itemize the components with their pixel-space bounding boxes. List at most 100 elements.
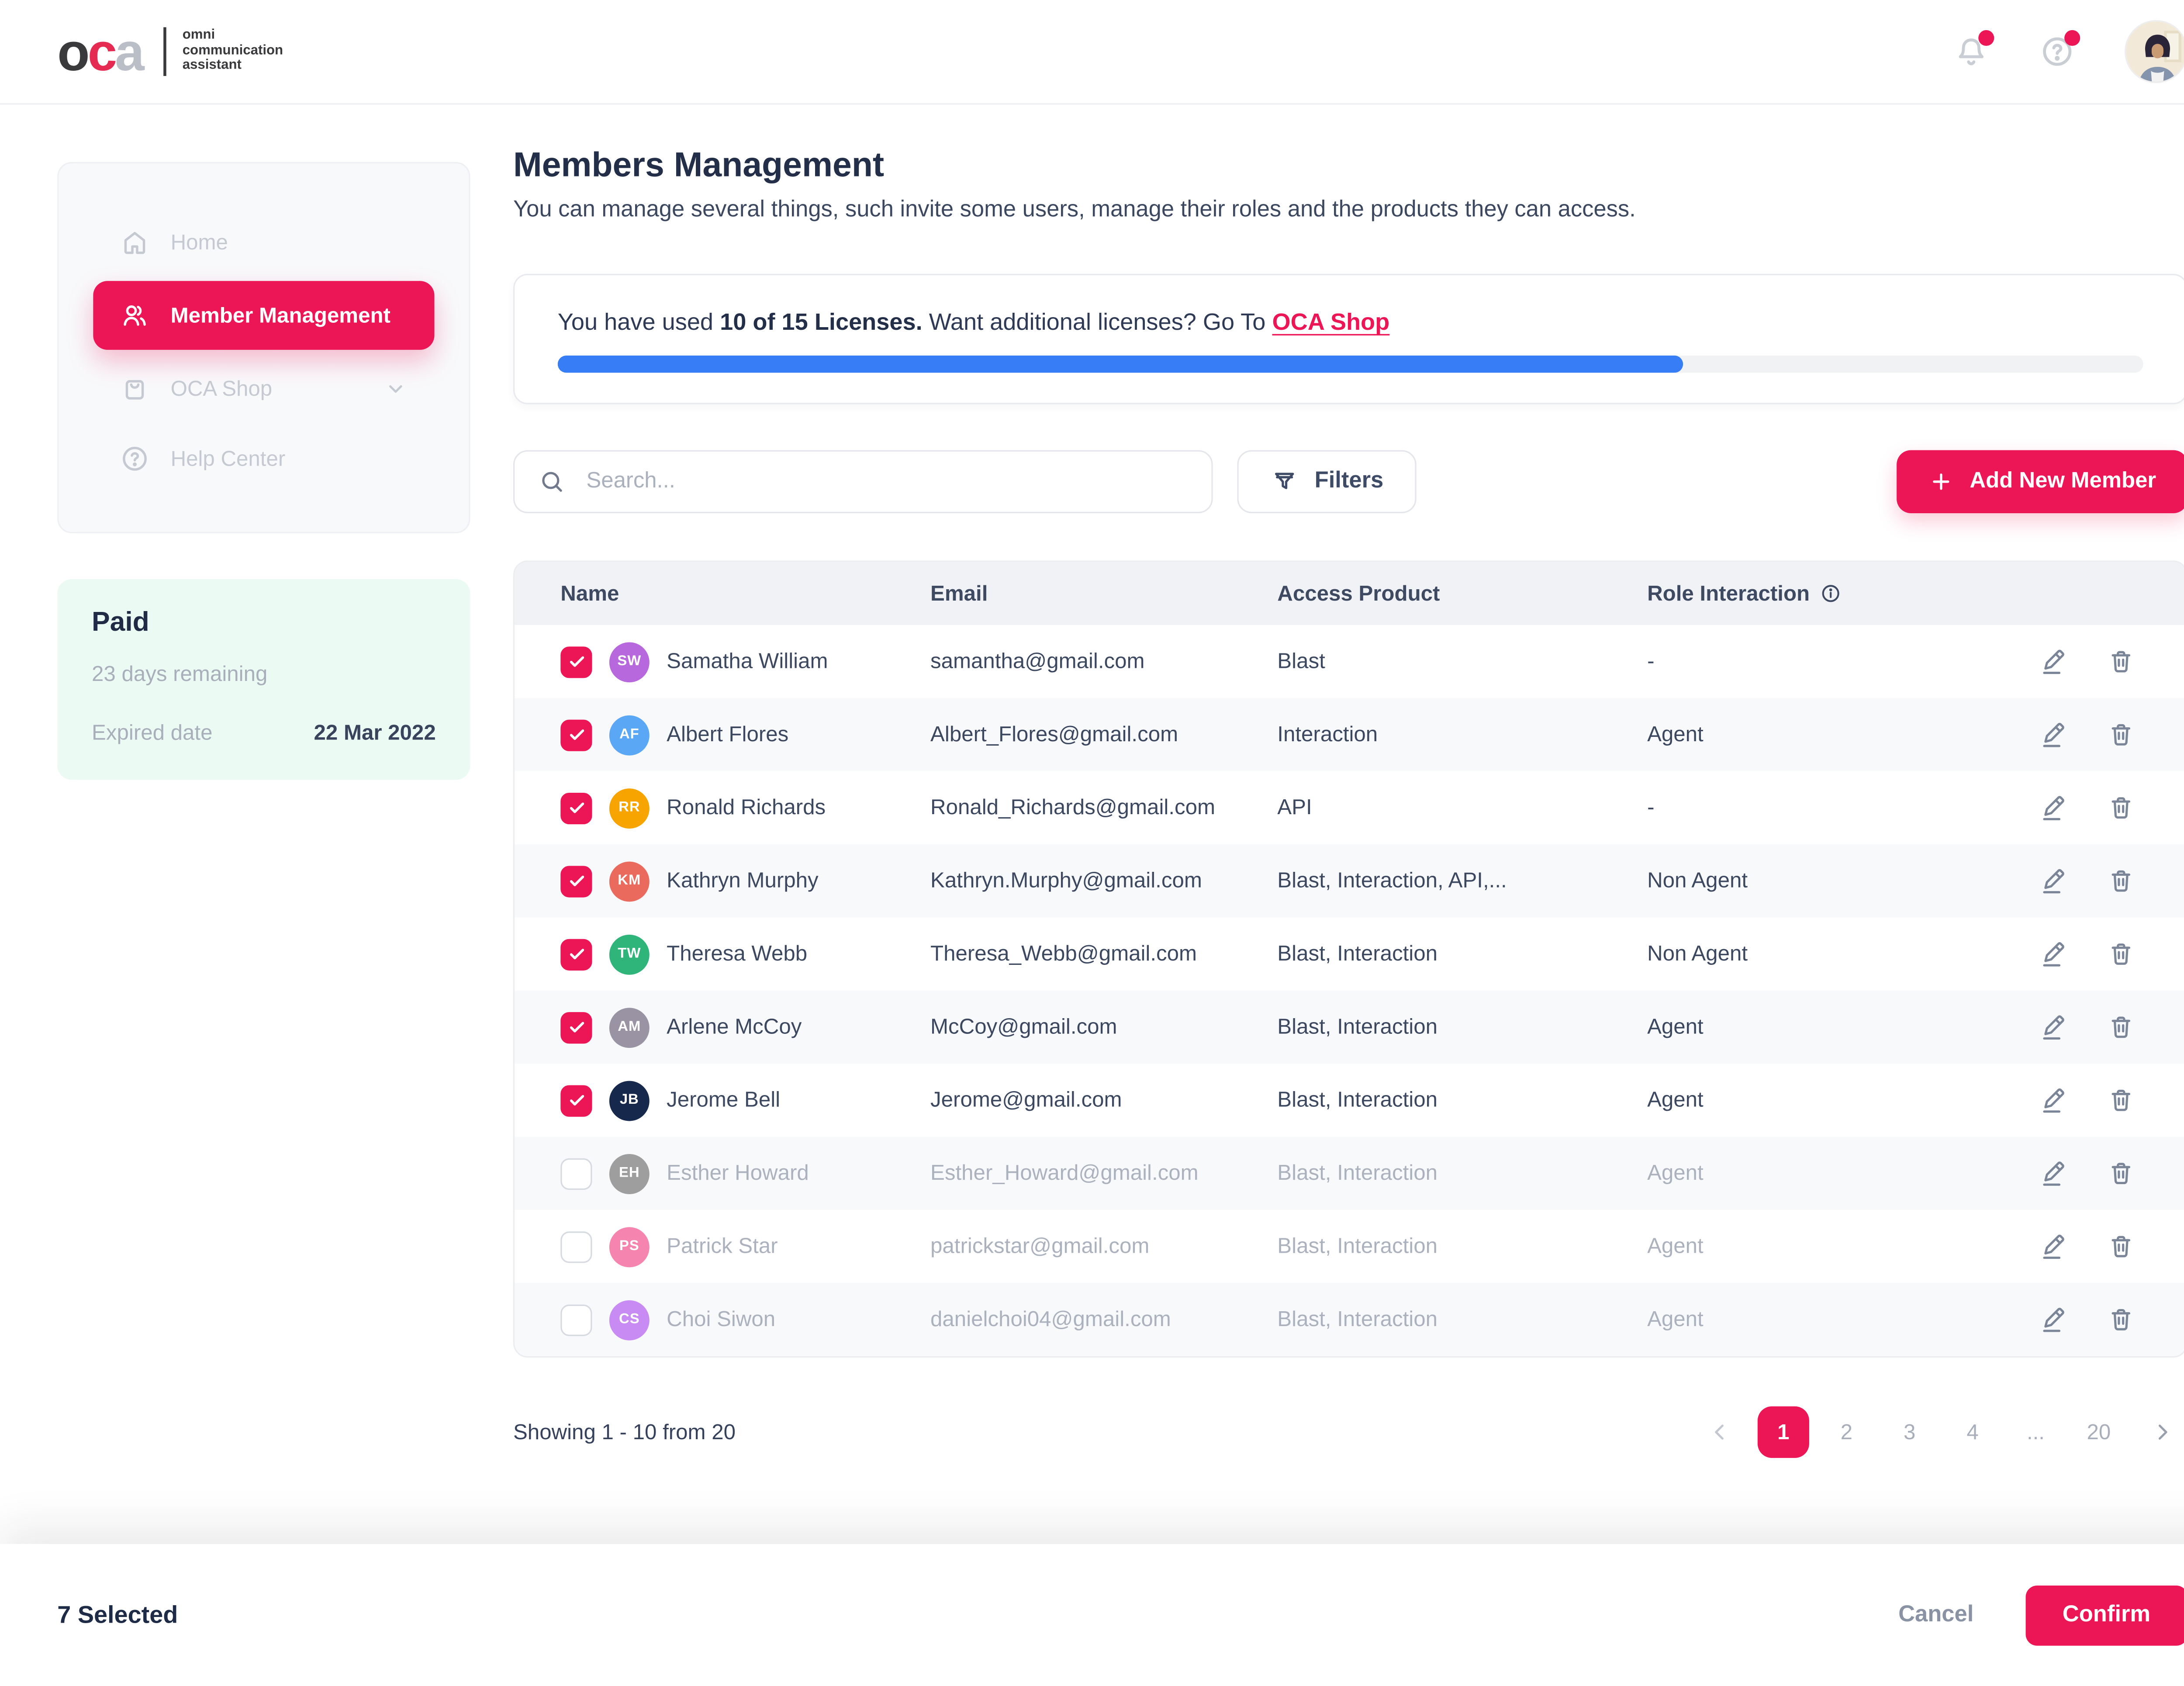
- row-checkbox[interactable]: [560, 1157, 592, 1189]
- row-checkbox[interactable]: [560, 1230, 592, 1262]
- row-checkbox[interactable]: [560, 646, 592, 677]
- page-button-4[interactable]: 4: [1947, 1406, 1998, 1458]
- notification-badge: [1978, 30, 1994, 46]
- sidebar-item-label: OCA Shop: [170, 376, 273, 401]
- table-row: EH Esther Howard Esther_Howard@gmail.com Bl…: [515, 1137, 2184, 1210]
- column-header-access-product: Access Product: [1277, 581, 1440, 606]
- sidebar-item-home[interactable]: Home: [93, 211, 434, 273]
- member-access-product: Blast: [1277, 649, 1325, 674]
- edit-button[interactable]: [2039, 1012, 2069, 1042]
- member-role-interaction: Agent: [1647, 1015, 1704, 1040]
- delete-button[interactable]: [2106, 720, 2136, 750]
- logo-letter-a: a: [115, 22, 145, 81]
- edit-button[interactable]: [2039, 646, 2069, 677]
- info-icon[interactable]: [1820, 582, 1843, 605]
- page-button-1[interactable]: 1: [1757, 1406, 1809, 1458]
- toolbar: Filters Add New Member: [513, 450, 2184, 513]
- sidebar-item-help-center[interactable]: Help Center: [93, 427, 434, 490]
- sidebar-nav: Home Member Management OCA Shop Help Cen…: [57, 162, 470, 533]
- next-page-button[interactable]: [2136, 1406, 2184, 1458]
- member-email: samantha@gmail.com: [930, 649, 1145, 674]
- filters-button[interactable]: Filters: [1237, 450, 1417, 513]
- member-role-interaction: -: [1647, 649, 1655, 674]
- member-role-interaction: Agent: [1647, 1088, 1704, 1112]
- selected-count: 7 Selected: [57, 1600, 178, 1628]
- edit-button[interactable]: [2039, 720, 2069, 750]
- member-name: Choi Siwon: [667, 1307, 776, 1332]
- license-progress-track: [557, 355, 2143, 373]
- delete-button[interactable]: [2106, 939, 2136, 969]
- logo-letter-o: o: [57, 22, 90, 81]
- plan-expired-label: Expired date: [92, 721, 213, 746]
- member-email: Theresa_Webb@gmail.com: [930, 942, 1197, 967]
- page-button-20[interactable]: 20: [2073, 1406, 2125, 1458]
- member-access-product: Blast, Interaction: [1277, 1161, 1438, 1186]
- delete-button[interactable]: [2106, 646, 2136, 677]
- row-checkbox[interactable]: [560, 1084, 592, 1116]
- cancel-button[interactable]: Cancel: [1873, 1588, 1999, 1642]
- sidebar-item-member-management[interactable]: Member Management: [93, 281, 435, 350]
- member-role-interaction: Non Agent: [1647, 868, 1748, 893]
- plan-status: Paid: [92, 608, 149, 638]
- row-checkbox[interactable]: [560, 1304, 592, 1336]
- member-email: Jerome@gmail.com: [930, 1088, 1122, 1112]
- column-header-name: Name: [560, 581, 619, 606]
- delete-button[interactable]: [2106, 1305, 2136, 1335]
- delete-button[interactable]: [2106, 866, 2136, 896]
- member-email: Albert_Flores@gmail.com: [930, 722, 1178, 747]
- delete-button[interactable]: [2106, 1158, 2136, 1188]
- row-checkbox[interactable]: [560, 1011, 592, 1043]
- edit-button[interactable]: [2039, 1158, 2069, 1188]
- member-access-product: Blast, Interaction: [1277, 942, 1438, 967]
- license-text: You have used 10 of 15 Licenses. Want ad…: [557, 309, 1390, 335]
- edit-button[interactable]: [2039, 1305, 2069, 1335]
- oca-shop-link[interactable]: OCA Shop: [1272, 309, 1390, 335]
- page-button-2[interactable]: 2: [1821, 1406, 1872, 1458]
- member-name: Jerome Bell: [667, 1088, 781, 1112]
- member-name: Samatha William: [667, 649, 828, 674]
- logo-letter-c: c: [87, 22, 117, 81]
- row-checkbox[interactable]: [560, 938, 592, 970]
- row-checkbox[interactable]: [560, 792, 592, 824]
- delete-button[interactable]: [2106, 1231, 2136, 1261]
- users-icon: [119, 300, 150, 331]
- edit-button[interactable]: [2039, 1231, 2069, 1261]
- search-input[interactable]: [583, 467, 1189, 496]
- table-body: SW Samatha William samantha@gmail.com Blast…: [515, 625, 2184, 1356]
- page-subtitle: You can manage several things, such invi…: [513, 197, 1636, 222]
- row-checkbox[interactable]: [560, 719, 592, 751]
- sidebar-item-label: Member Management: [170, 303, 390, 328]
- edit-button[interactable]: [2039, 866, 2069, 896]
- help-icon[interactable]: [2039, 30, 2080, 70]
- delete-button[interactable]: [2106, 1085, 2136, 1116]
- member-access-product: Blast, Interaction, API,...: [1277, 868, 1507, 893]
- notification-bell-icon[interactable]: [1952, 30, 1994, 70]
- page-button-3[interactable]: 3: [1884, 1406, 1935, 1458]
- confirm-button[interactable]: Confirm: [2025, 1585, 2184, 1645]
- sidebar-item-oca-shop[interactable]: OCA Shop: [93, 357, 434, 420]
- member-name: Theresa Webb: [667, 942, 808, 967]
- add-new-member-button[interactable]: Add New Member: [1896, 450, 2184, 513]
- delete-button[interactable]: [2106, 1012, 2136, 1042]
- previous-page-button[interactable]: [1694, 1406, 1746, 1458]
- edit-button[interactable]: [2039, 793, 2069, 823]
- member-avatar: CS: [609, 1299, 650, 1340]
- shopping-bag-icon: [119, 373, 150, 404]
- table-row: SW Samatha William samantha@gmail.com Blast…: [515, 625, 2184, 698]
- edit-button[interactable]: [2039, 1085, 2069, 1116]
- plan-days-remaining: 23 days remaining: [92, 662, 268, 687]
- delete-button[interactable]: [2106, 793, 2136, 823]
- member-name: Kathryn Murphy: [667, 868, 819, 893]
- help-badge: [2064, 30, 2080, 46]
- member-access-product: Blast, Interaction: [1277, 1307, 1438, 1332]
- search-box: [513, 450, 1213, 513]
- edit-button[interactable]: [2039, 939, 2069, 969]
- row-checkbox[interactable]: [560, 865, 592, 897]
- logo-divider: [164, 27, 167, 76]
- table-row: RR Ronald Richards Ronald_Richards@gmail.c…: [515, 771, 2184, 845]
- user-avatar[interactable]: [2124, 20, 2184, 83]
- chevron-down-icon: [383, 376, 408, 401]
- table-row: KM Kathryn Murphy Kathryn.Murphy@gmail.com…: [515, 844, 2184, 918]
